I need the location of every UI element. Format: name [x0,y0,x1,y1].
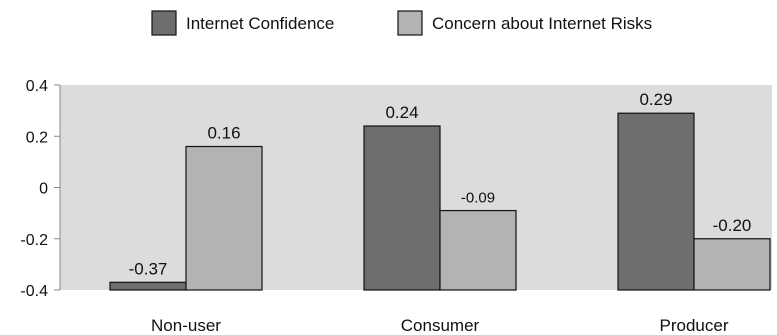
bar-concern-about-internet-risks-producer [693,238,771,291]
y-tick-label: -0.4 [20,283,48,300]
legend-label: Concern about Internet Risks [432,14,652,33]
legend-swatch [151,10,177,36]
data-label: 0.24 [385,103,418,122]
y-axis: 0.4 0.2 0 -0.2 -0.4 [20,78,61,300]
bar-internet-confidence-consumer [363,125,441,291]
data-labels: -0.37 0.16 0.24 -0.09 0.29 -0.20 [129,90,752,278]
y-tick-label: -0.2 [20,232,48,249]
data-label: 0.29 [639,90,672,109]
bar-internet-confidence-producer [617,112,695,291]
y-tick-label: 0.4 [26,78,48,95]
x-category-label: Non-user [151,316,221,335]
x-category-label: Consumer [401,316,480,335]
bar-concern-about-internet-risks-consumer [439,209,517,291]
legend: Internet Confidence Concern about Interne… [151,10,652,36]
data-label: -0.37 [129,259,168,278]
x-category-label: Producer [660,316,729,335]
y-tick-label: 0.2 [26,129,48,146]
x-axis-labels: Non-user Consumer Producer [151,316,729,335]
data-label: -0.09 [461,190,495,207]
legend-swatch [397,10,423,36]
y-tick-label: 0 [39,181,48,198]
bar-internet-confidence-non-user [109,281,187,291]
data-label: -0.20 [713,216,752,235]
data-label: 0.16 [207,124,240,143]
legend-label: Internet Confidence [186,14,334,33]
bars [109,112,771,291]
bar-concern-about-internet-risks-non-user [185,145,263,291]
